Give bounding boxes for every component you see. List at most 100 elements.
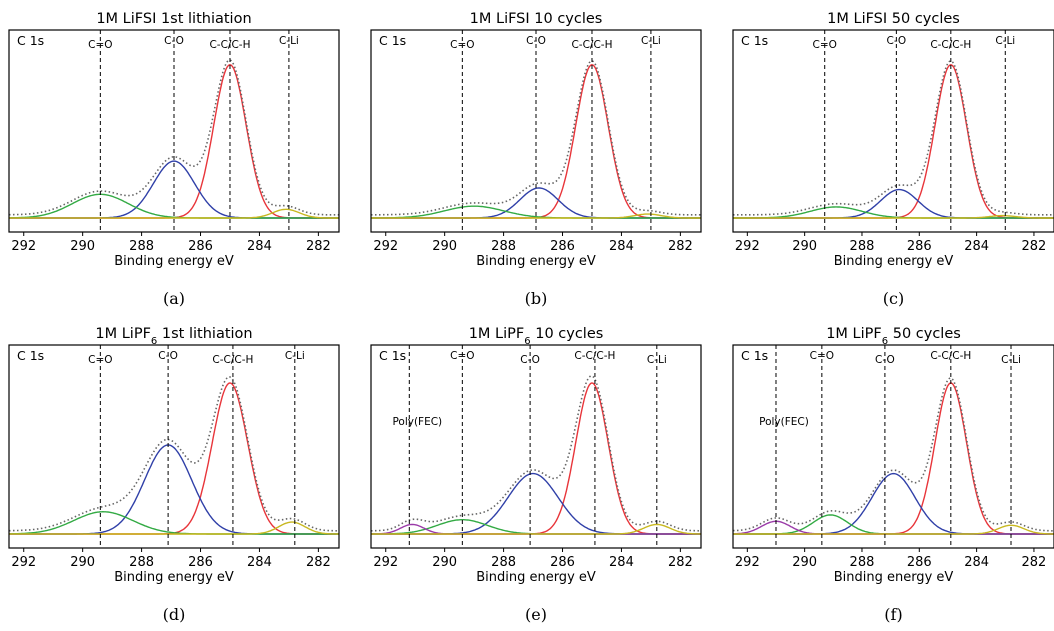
- x-tick-label: 286: [550, 555, 575, 570]
- peak-label: C=O: [88, 39, 112, 51]
- peak-label: C-O: [164, 35, 184, 47]
- peak-label: C-C/C-H: [571, 39, 612, 51]
- fit-component-c-o: [9, 510, 339, 535]
- plot-frame: [8, 29, 340, 233]
- plot-area: [9, 59, 339, 219]
- x-axis-label: Binding energy eV: [114, 254, 234, 269]
- peak-label: C-O: [887, 35, 907, 47]
- measured-envelope: [371, 375, 701, 532]
- title-main: 1M LiPF: [469, 326, 525, 342]
- x-tick-label: 290: [792, 239, 817, 254]
- x-tick-label: 290: [432, 555, 457, 570]
- x-tick-label: 290: [432, 239, 457, 254]
- panel-e: 1M LiPF6 10 cycles Poly(FEC) C=O C-O C-C/C-H…: [370, 326, 702, 624]
- panel-b: 1M LiFSI 10 cycles C=O C-O C-C/C-H C-Li C 1s 2…: [370, 11, 702, 308]
- x-tick-label: 286: [188, 555, 213, 570]
- peak-label: Poly(FEC): [392, 416, 442, 428]
- plot-frame: [8, 344, 340, 549]
- x-tick-label: 286: [188, 239, 213, 254]
- x-axis-label: Binding energy eV: [114, 570, 234, 585]
- peak-label: C-Li: [279, 35, 299, 47]
- x-tick-label: 288: [129, 239, 154, 254]
- fit-component-c-c-c-h: [371, 382, 701, 535]
- peak-label: C-C/C-H: [574, 350, 615, 362]
- panel-title: 1M LiFSI 50 cycles: [827, 11, 960, 27]
- title-main: 1M LiFSI 1st lithiation: [96, 11, 251, 27]
- peak-label: C-C/C-H: [930, 39, 971, 51]
- fit-component-c-o: [371, 205, 701, 219]
- fit-component-c-li: [9, 521, 339, 535]
- title-subscript: 6: [524, 336, 530, 347]
- fit-component-c-c-c-h: [733, 64, 1054, 219]
- spectrum-region-label: C 1s: [379, 33, 406, 48]
- peak-label: C-C/C-H: [212, 354, 253, 366]
- peak-label: C-Li: [285, 350, 305, 362]
- peak-label: C-Li: [1001, 354, 1021, 366]
- measured-envelope: [9, 59, 339, 216]
- x-axis-label: Binding energy eV: [476, 570, 596, 585]
- x-tick-label: 284: [964, 239, 989, 254]
- spectrum-region-label: C 1s: [741, 348, 768, 363]
- title-suffix: 50 cycles: [888, 326, 961, 342]
- x-tick-label: 292: [11, 239, 36, 254]
- spectrum-region-label: C 1s: [17, 33, 44, 48]
- peak-label: C=O: [810, 350, 834, 362]
- x-tick-label: 286: [550, 239, 575, 254]
- x-tick-label: 286: [907, 555, 932, 570]
- x-tick-label: 284: [247, 555, 272, 570]
- x-tick-label: 284: [609, 239, 634, 254]
- panel-caption: (c): [883, 289, 904, 308]
- title-main: 1M LiPF: [826, 326, 882, 342]
- panel-caption: (d): [163, 605, 186, 624]
- x-tick-label: 290: [792, 555, 817, 570]
- panel-title: 1M LiFSI 10 cycles: [470, 11, 603, 27]
- peak-label: C=O: [813, 39, 837, 51]
- peak-label: C-C/C-H: [930, 350, 971, 362]
- x-tick-label: 282: [306, 239, 331, 254]
- peak-label: C-O: [526, 35, 546, 47]
- peak-label: C=O: [450, 350, 474, 362]
- x-tick-label: 286: [907, 239, 932, 254]
- title-subscript: 6: [151, 336, 157, 347]
- peak-label: C-O: [875, 354, 895, 366]
- panel-f: 1M LiPF6 50 cycles Poly(FEC) C=O C-O C-C/C-H…: [732, 326, 1054, 624]
- peak-label: C-Li: [641, 35, 661, 47]
- plot-area: [371, 60, 701, 219]
- x-tick-label: 292: [735, 239, 760, 254]
- x-tick-label: 284: [609, 555, 634, 570]
- panel-a: 1M LiFSI 1st lithiation C=O C-O C-C/C-H C-Li…: [8, 11, 340, 308]
- x-tick-label: 288: [850, 239, 875, 254]
- plot-area: [733, 377, 1054, 535]
- plot-frame: [370, 344, 702, 549]
- spectrum-region-label: C 1s: [17, 348, 44, 363]
- peak-label: C-Li: [647, 354, 667, 366]
- spectrum-region-label: C 1s: [741, 33, 768, 48]
- x-tick-label: 288: [129, 555, 154, 570]
- panel-title: 1M LiPF6 10 cycles: [469, 326, 604, 347]
- fit-component-c-li: [733, 524, 1054, 535]
- plot-frame: [732, 29, 1054, 233]
- x-tick-label: 284: [964, 555, 989, 570]
- x-tick-label: 292: [373, 239, 398, 254]
- x-axis-label: Binding energy eV: [834, 570, 954, 585]
- plot-area: [371, 375, 701, 535]
- title-main: 1M LiFSI 10 cycles: [470, 11, 603, 27]
- fit-component-c-c-c-h: [9, 382, 339, 535]
- title-suffix: 10 cycles: [531, 326, 604, 342]
- panel-c: 1M LiFSI 50 cycles C=O C-O C-C/C-H C-Li C 1s 2…: [732, 11, 1054, 308]
- fit-component-c-o: [9, 444, 339, 535]
- panel-caption: (e): [525, 605, 547, 624]
- x-tick-label: 288: [491, 555, 516, 570]
- fit-component-c-li: [371, 213, 701, 219]
- measured-envelope: [733, 377, 1054, 532]
- x-tick-label: 290: [70, 239, 95, 254]
- plot-area: [733, 60, 1054, 219]
- peak-label: C-O: [520, 354, 540, 366]
- peak-label: C-Li: [995, 35, 1015, 47]
- x-tick-label: 292: [735, 555, 760, 570]
- x-tick-label: 282: [1022, 239, 1047, 254]
- x-tick-label: 282: [306, 555, 331, 570]
- x-tick-label: 282: [668, 239, 693, 254]
- fit-component-c-li: [733, 214, 1054, 219]
